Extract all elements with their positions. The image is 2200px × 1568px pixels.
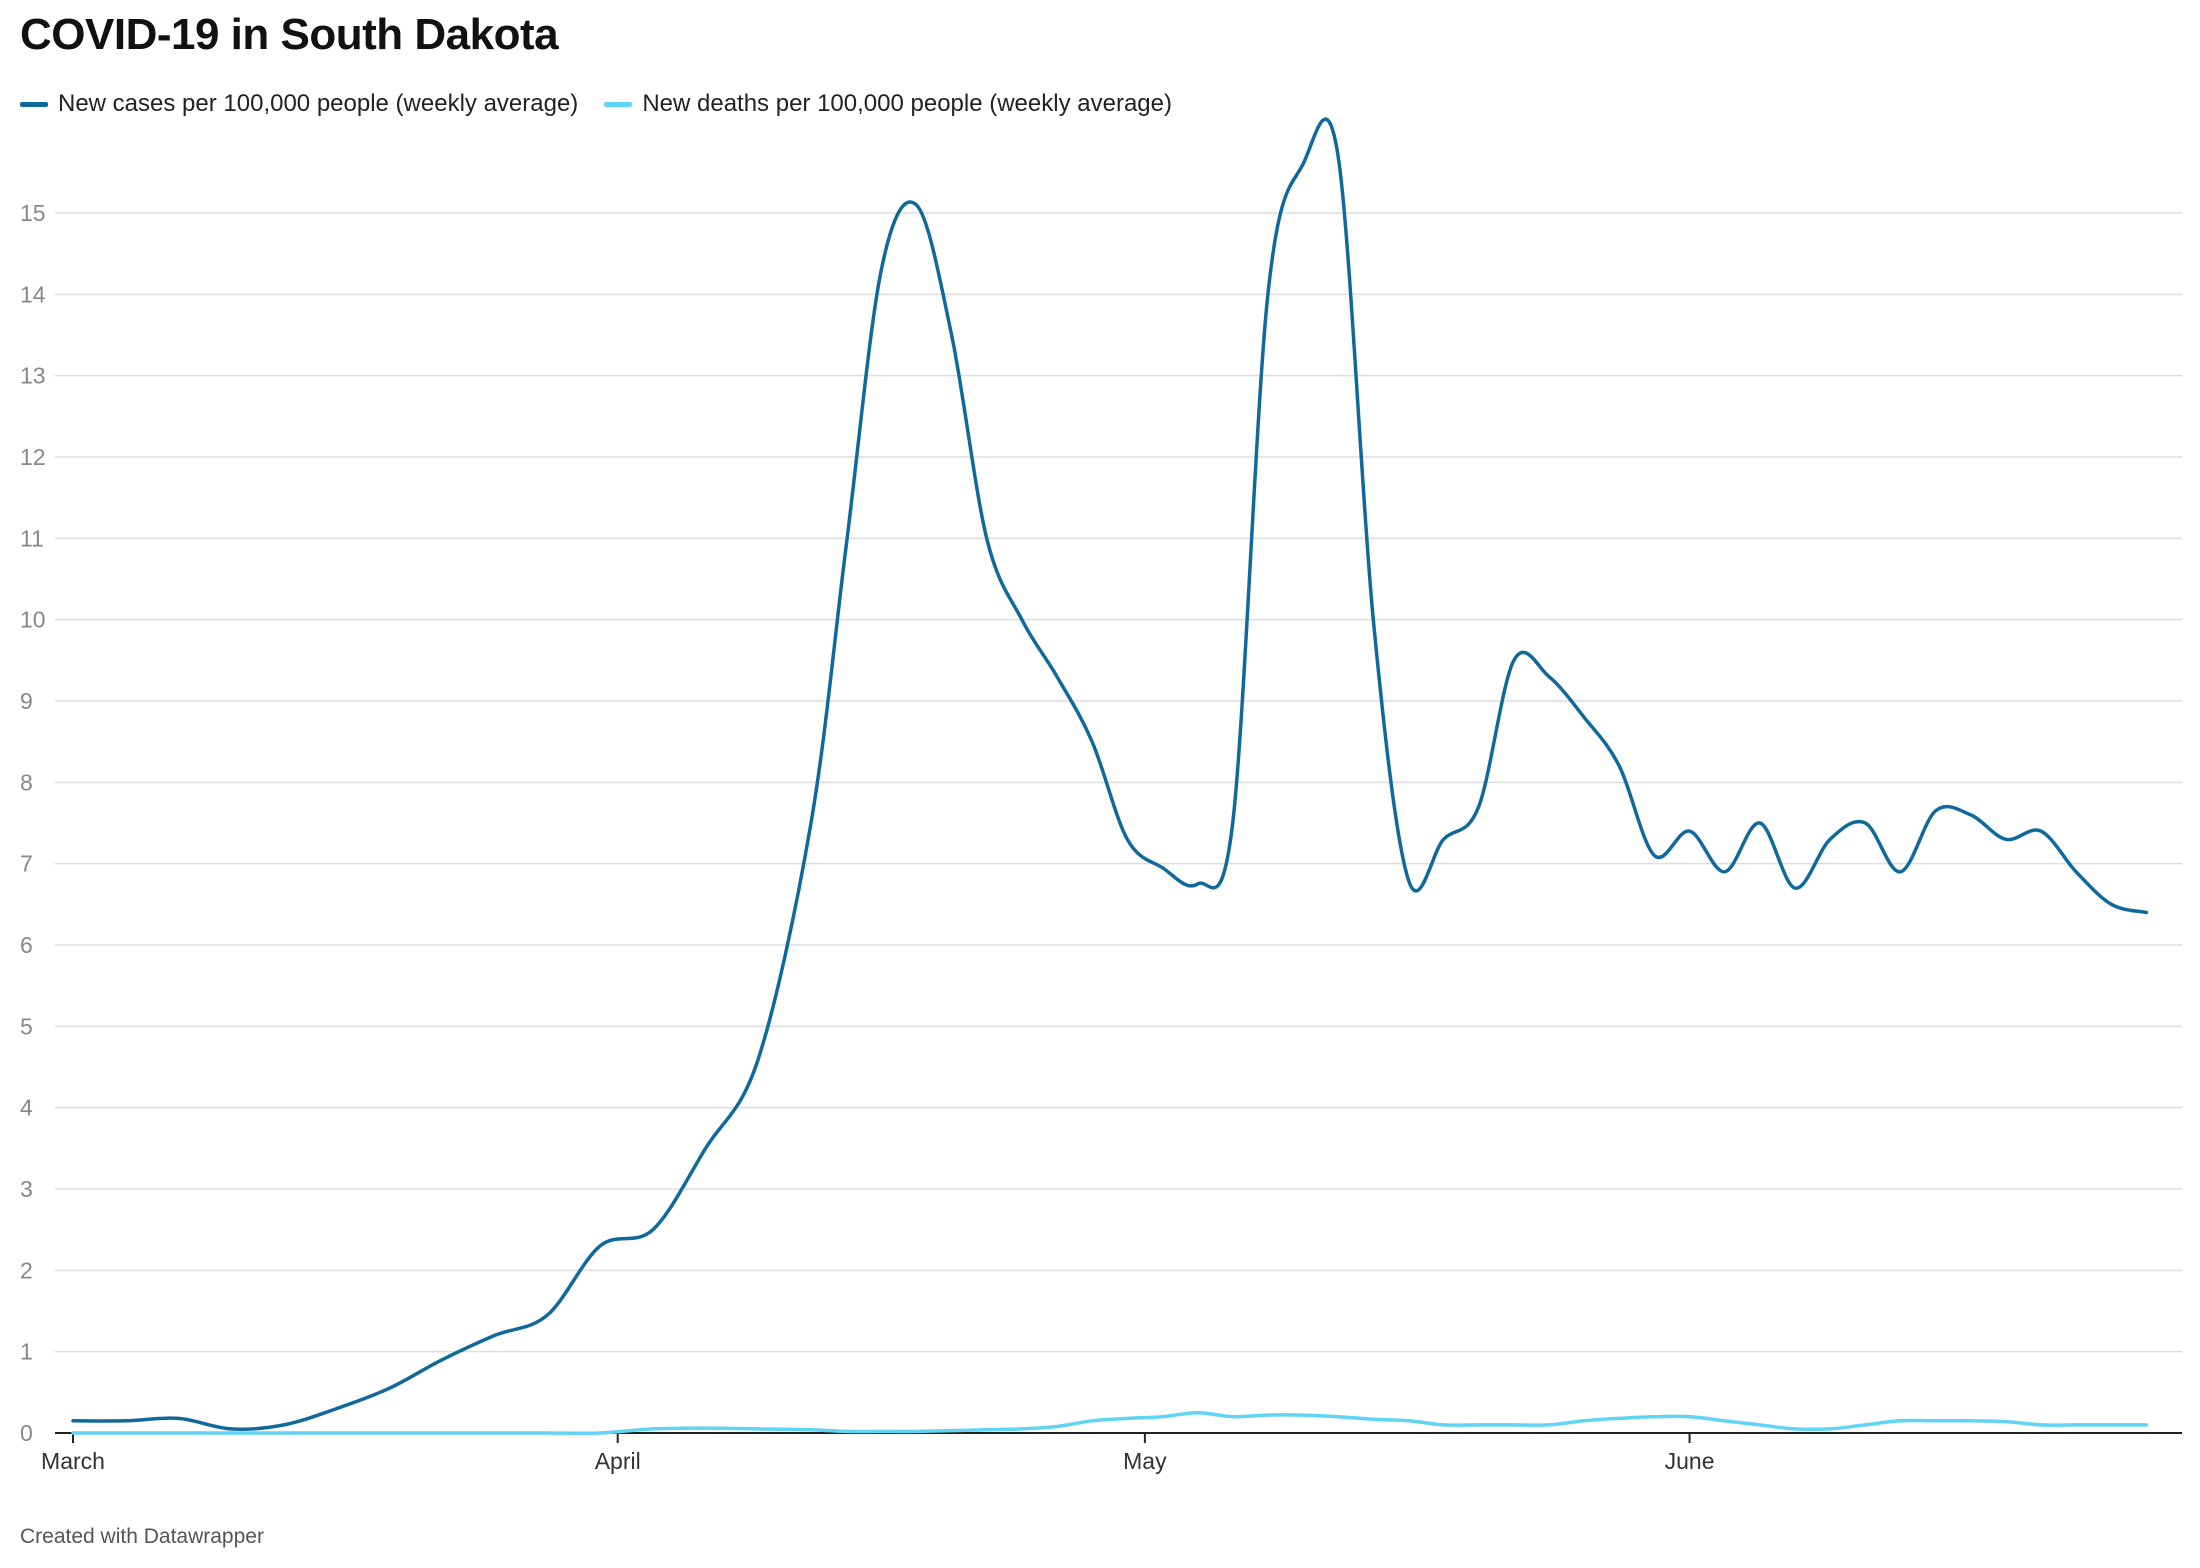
y-tick-label: 3 xyxy=(20,1176,33,1202)
y-tick-label: 5 xyxy=(20,1013,33,1039)
y-tick-label: 1 xyxy=(20,1339,33,1365)
y-tick-label: 12 xyxy=(20,444,46,470)
x-tick-label: May xyxy=(1123,1448,1167,1474)
y-tick-label: 0 xyxy=(20,1420,33,1446)
y-tick-label: 4 xyxy=(20,1095,33,1121)
x-tick-label: June xyxy=(1665,1448,1715,1474)
chart-title: COVID-19 in South Dakota xyxy=(20,10,559,59)
y-tick-label: 8 xyxy=(20,769,33,795)
legend-item-deaths: New deaths per 100,000 people (weekly av… xyxy=(604,90,1172,118)
y-tick-label: 2 xyxy=(20,1257,33,1283)
y-tick-label: 13 xyxy=(20,363,46,389)
series-line-new-deaths xyxy=(71,1410,2149,1436)
legend-item-cases: New cases per 100,000 people (weekly ave… xyxy=(20,90,578,118)
legend-label-deaths: New deaths per 100,000 people (weekly av… xyxy=(642,90,1172,117)
legend: New cases per 100,000 people (weekly ave… xyxy=(20,90,1172,118)
legend-swatch-cases xyxy=(20,101,48,107)
y-tick-label: 15 xyxy=(20,200,46,226)
legend-label-cases: New cases per 100,000 people (weekly ave… xyxy=(58,90,579,117)
series-line-new-cases xyxy=(71,117,2149,1431)
y-tick-label: 14 xyxy=(20,281,46,307)
x-tick-label: April xyxy=(595,1448,641,1474)
y-tick-label: 7 xyxy=(20,851,33,877)
y-tick-label: 11 xyxy=(20,525,44,551)
legend-swatch-deaths xyxy=(604,101,633,107)
y-tick-label: 9 xyxy=(20,688,33,714)
x-tick-label: March xyxy=(41,1448,105,1474)
y-tick-label: 10 xyxy=(20,607,46,633)
footer-credit: Created with Datawrapper xyxy=(20,1525,264,1548)
y-tick-label: 6 xyxy=(20,932,33,958)
